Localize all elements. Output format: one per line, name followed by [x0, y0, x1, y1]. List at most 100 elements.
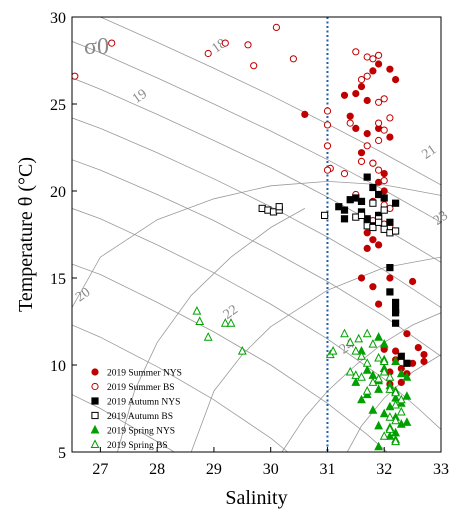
- data-point: [357, 274, 366, 282]
- data-point: [369, 55, 377, 63]
- data-point: [323, 142, 332, 150]
- legend-item: 2019 Summer NYS: [91, 368, 182, 379]
- data-point: [385, 431, 395, 440]
- data-point: [369, 183, 377, 192]
- data-point: [357, 76, 366, 84]
- plot-frame: [71, 16, 442, 453]
- data-points: [72, 23, 428, 451]
- legend-label: 2019 Spring BS: [107, 441, 168, 451]
- data-point: [375, 136, 383, 145]
- data-point: [345, 366, 355, 376]
- isopycnal-line: [72, 117, 441, 308]
- data-point: [220, 318, 230, 327]
- data-point: [195, 316, 205, 325]
- isopycnal-line: [99, 17, 441, 186]
- data-point: [340, 91, 349, 99]
- data-point: [244, 41, 252, 49]
- data-point: [203, 332, 213, 341]
- data-point: [351, 346, 361, 355]
- data-point: [363, 96, 371, 105]
- data-point: [362, 365, 372, 374]
- data-point: [250, 62, 258, 70]
- data-point: [375, 119, 383, 127]
- isopycnal-line: [72, 394, 175, 452]
- data-point: [375, 98, 383, 106]
- data-point: [369, 159, 377, 167]
- data-point: [289, 55, 297, 63]
- data-point: [345, 337, 355, 346]
- data-point: [363, 72, 371, 80]
- data-point: [402, 391, 412, 400]
- y-tick-label: 25: [50, 97, 66, 114]
- data-point: [392, 199, 400, 207]
- data-point: [403, 359, 411, 367]
- data-point: [362, 386, 372, 395]
- data-point: [386, 274, 394, 282]
- legend-marker: [91, 368, 99, 376]
- isopycnal-line: [72, 263, 388, 452]
- data-point: [391, 399, 401, 409]
- legend-item: 2019 Spring BS: [90, 439, 168, 451]
- data-point: [380, 126, 388, 134]
- data-point: [403, 330, 411, 338]
- data-point: [346, 119, 354, 127]
- data-point: [380, 170, 388, 178]
- data-point: [386, 65, 394, 73]
- data-point: [363, 142, 371, 150]
- data-point: [369, 199, 377, 207]
- data-point: [385, 412, 395, 421]
- x-tick-label: 32: [376, 461, 392, 478]
- data-point: [321, 211, 329, 220]
- legend-item: 2019 Autumn NYS: [91, 397, 180, 408]
- data-point: [351, 377, 361, 386]
- data-point: [346, 112, 354, 120]
- data-point: [375, 241, 383, 249]
- data-point: [369, 283, 377, 291]
- data-point: [357, 372, 366, 381]
- data-point: [301, 110, 309, 119]
- isopycnal-line: [72, 159, 441, 357]
- data-point: [357, 157, 366, 165]
- data-point: [392, 319, 400, 327]
- data-point: [363, 173, 371, 181]
- data-point: [72, 72, 79, 80]
- x-tick-label: 27: [92, 461, 108, 478]
- data-point: [420, 357, 428, 366]
- isopycnal-line: [72, 324, 288, 452]
- x-tick-label: 33: [433, 461, 449, 478]
- legend-label: 2019 Summer NYS: [107, 369, 182, 379]
- data-point: [357, 83, 366, 91]
- data-point: [392, 298, 400, 306]
- data-point: [391, 436, 401, 446]
- data-point: [402, 417, 412, 426]
- data-point: [369, 67, 377, 75]
- data-point: [368, 377, 378, 386]
- x-tick-label: 30: [263, 461, 279, 478]
- data-point: [352, 48, 360, 56]
- x-tick-label: 31: [319, 461, 335, 478]
- data-point: [385, 384, 395, 393]
- data-point: [375, 218, 383, 226]
- isopycnal-line: [346, 354, 441, 452]
- data-point: [379, 339, 389, 348]
- legend-marker: [91, 411, 99, 420]
- data-point: [375, 300, 383, 308]
- data-point: [352, 124, 360, 132]
- data-point: [420, 351, 428, 359]
- data-point: [375, 60, 383, 68]
- data-point: [374, 441, 384, 451]
- legend-item: 2019 Autumn BS: [91, 411, 173, 422]
- data-point: [391, 415, 401, 425]
- data-point: [386, 218, 394, 226]
- data-point: [397, 352, 405, 360]
- y-tick-label: 10: [50, 358, 66, 375]
- legend-label: 2019 Spring NYS: [107, 427, 175, 437]
- data-point: [357, 394, 366, 404]
- data-point: [368, 339, 378, 348]
- x-axis-label: Salinity: [225, 487, 287, 509]
- data-point: [357, 197, 366, 206]
- data-point: [391, 387, 401, 397]
- data-point: [374, 352, 384, 362]
- data-point: [386, 288, 394, 296]
